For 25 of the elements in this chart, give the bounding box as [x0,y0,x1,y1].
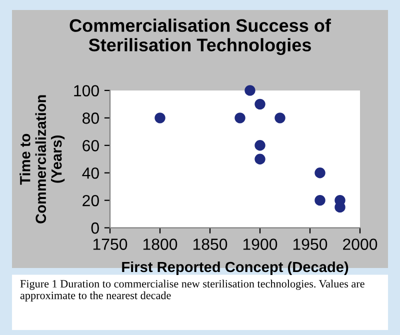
y-tick-label: 80 [82,112,99,124]
x-tick-label: 1800 [143,238,178,250]
y-tick-label: 40 [82,167,99,179]
caption: Figure 1 Duration to commercialise new sterilisation technologies. Values are approximate to the nearest decade [20,280,364,302]
x-axis-title: First Reported Concept (Decade) [122,261,348,276]
point [254,98,266,110]
x-tick-label: 1750 [93,238,128,250]
point [254,140,266,151]
point [234,112,246,124]
chart-title: Commercialisation Success of Sterilisation Technologies [70,18,331,56]
y-tick-label: 0 [91,222,99,234]
x-tick-label: 1900 [243,238,278,250]
point [244,85,256,96]
point [314,168,326,178]
x-tick-label: 1850 [193,238,228,250]
point [254,154,266,164]
point [274,112,286,124]
y-tick-label: 100 [74,85,99,96]
point [154,112,166,124]
y-tick-label: 20 [82,194,99,206]
x-tick-label: 2000 [343,238,378,250]
point [314,194,326,206]
y-tick-label: 60 [82,140,99,152]
y-axis-title: Time to Commercialization (Years) [20,95,65,224]
x-tick-label: 1950 [293,238,328,250]
